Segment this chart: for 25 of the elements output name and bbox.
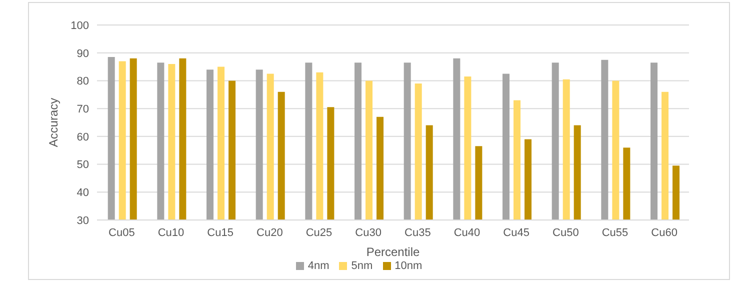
y-tick-label: 70 [76, 103, 89, 116]
legend-label: 10nm [394, 260, 422, 272]
y-tick-label: 30 [76, 214, 89, 227]
x-tick-label: Cu35 [404, 226, 431, 239]
x-tick-label: Cu40 [454, 226, 480, 239]
x-tick-label: Cu25 [306, 226, 332, 239]
y-tick-label: 60 [76, 131, 89, 144]
x-tick-label: Cu50 [552, 226, 579, 239]
legend-label: 5nm [351, 260, 373, 272]
x-tick-label: Cu15 [207, 226, 234, 239]
x-tick-label: Cu30 [355, 226, 382, 239]
x-tick-label: Cu20 [256, 226, 283, 239]
y-tick-label: 90 [76, 48, 89, 60]
y-axis-title: Accuracy [46, 98, 60, 148]
y-tick-label: 40 [76, 187, 89, 200]
legend-label: 4nm [308, 260, 330, 272]
y-tick-label: 100 [70, 20, 89, 32]
x-tick-label: Cu10 [158, 226, 184, 239]
x-tick-label: Cu55 [602, 226, 628, 239]
x-tick-label: Cu45 [503, 226, 530, 239]
x-tick-label: Cu05 [108, 226, 135, 239]
x-tick-label: Cu60 [651, 226, 678, 239]
y-tick-label: 50 [76, 159, 89, 172]
y-tick-label: 80 [76, 76, 89, 88]
x-axis-title: Percentile [366, 245, 420, 259]
